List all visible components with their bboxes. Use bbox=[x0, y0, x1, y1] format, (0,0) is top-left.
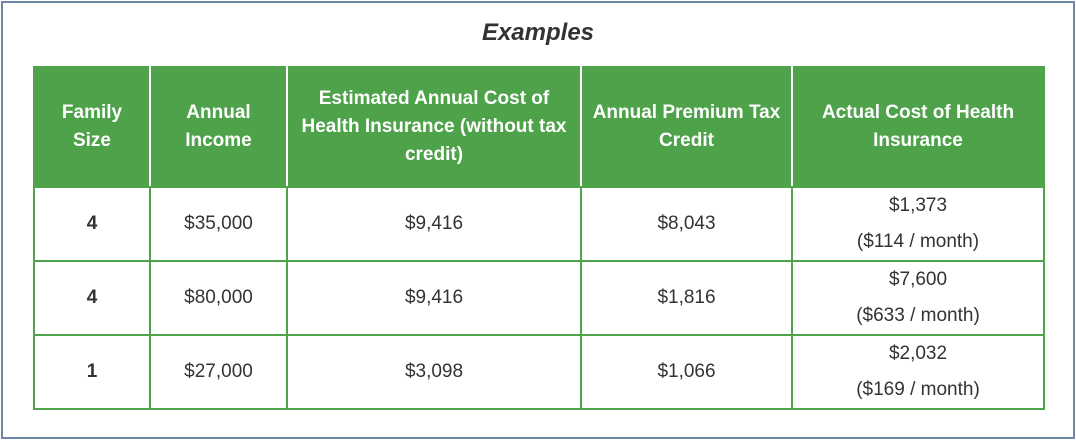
cell-family-size: 1 bbox=[33, 334, 151, 410]
cell-estimated-cost: $9,416 bbox=[286, 260, 582, 336]
table-row: 4 $35,000 $9,416 $8,043 $1,373 ($114 / m… bbox=[33, 186, 1045, 262]
header-annual-income: Annual Income bbox=[149, 66, 288, 188]
cell-actual-cost: $7,600 ($633 / month) bbox=[791, 260, 1045, 336]
table-header-row: Family Size Annual Income Estimated Annu… bbox=[33, 66, 1045, 188]
actual-cost-annual: $1,373 bbox=[888, 195, 948, 216]
table-row: 4 $80,000 $9,416 $1,816 $7,600 ($633 / m… bbox=[33, 260, 1045, 336]
actual-cost-annual: $7,600 bbox=[888, 269, 948, 290]
cell-estimated-cost: $3,098 bbox=[286, 334, 582, 410]
header-estimated-cost: Estimated Annual Cost of Health Insuranc… bbox=[286, 66, 582, 188]
table-row: 1 $27,000 $3,098 $1,066 $2,032 ($169 / m… bbox=[33, 334, 1045, 410]
cell-estimated-cost: $9,416 bbox=[286, 186, 582, 262]
actual-cost-monthly: ($633 / month) bbox=[856, 305, 980, 326]
header-tax-credit: Annual Premium Tax Credit bbox=[580, 66, 793, 188]
cell-actual-cost: $1,373 ($114 / month) bbox=[791, 186, 1045, 262]
actual-cost-monthly: ($114 / month) bbox=[856, 231, 980, 252]
cell-family-size: 4 bbox=[33, 186, 151, 262]
cell-actual-cost: $2,032 ($169 / month) bbox=[791, 334, 1045, 410]
header-family-size: Family Size bbox=[33, 66, 151, 188]
cell-income: $27,000 bbox=[149, 334, 288, 410]
cell-tax-credit: $1,066 bbox=[580, 334, 793, 410]
cell-tax-credit: $8,043 bbox=[580, 186, 793, 262]
actual-cost-annual: $2,032 bbox=[888, 343, 948, 364]
header-actual-cost: Actual Cost of Health Insurance bbox=[791, 66, 1045, 188]
cell-income: $80,000 bbox=[149, 260, 288, 336]
actual-cost-monthly: ($169 / month) bbox=[856, 379, 980, 400]
cell-tax-credit: $1,816 bbox=[580, 260, 793, 336]
page-title: Examples bbox=[481, 19, 595, 46]
cell-income: $35,000 bbox=[149, 186, 288, 262]
examples-table: Family Size Annual Income Estimated Annu… bbox=[33, 66, 1045, 410]
cell-family-size: 4 bbox=[33, 260, 151, 336]
